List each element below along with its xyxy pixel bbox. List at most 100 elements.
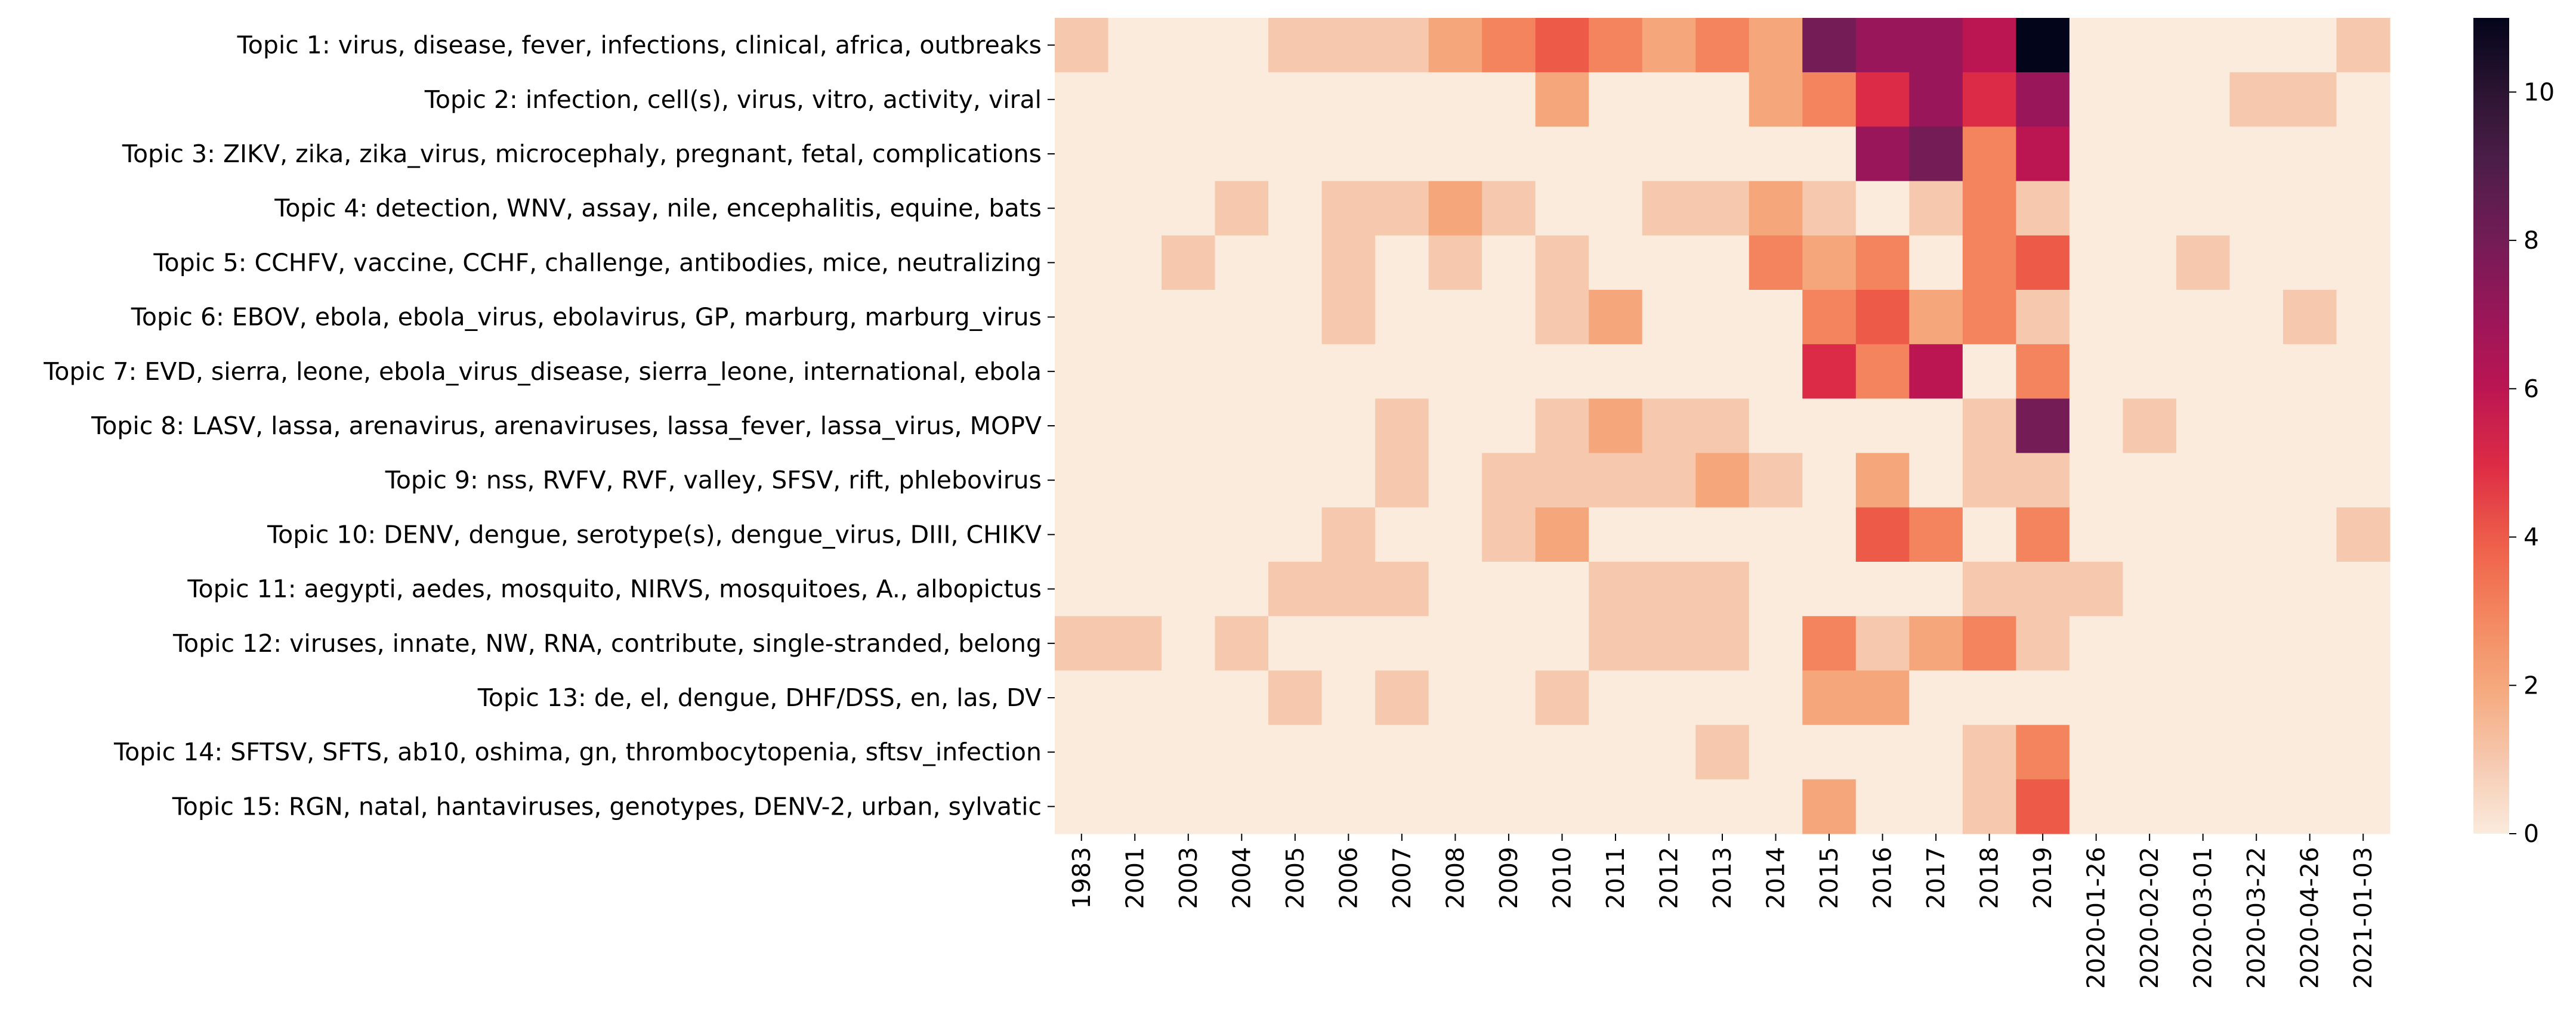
heatmap-cell [1695, 290, 1750, 345]
heatmap-cell [1909, 344, 1963, 399]
heatmap-cell [1215, 562, 1269, 617]
heatmap-cell [1215, 126, 1269, 182]
heatmap-cell [1268, 616, 1323, 671]
heatmap-cell [2069, 18, 2123, 73]
heatmap-cell [1802, 562, 1857, 617]
heatmap-cell [2336, 779, 2390, 834]
heatmap-cell [1855, 235, 1910, 290]
heatmap-cell [1268, 507, 1323, 562]
heatmap-cell [1642, 235, 1696, 290]
heatmap-cell [1215, 507, 1269, 562]
heatmap-cell [1909, 126, 1963, 182]
x-tick-label: 2011 [1601, 847, 1630, 909]
heatmap-cell [2229, 181, 2284, 236]
heatmap-cell [1375, 290, 1429, 345]
heatmap-cell [2176, 344, 2231, 399]
heatmap-cell [2282, 725, 2337, 780]
y-tick-label: Topic 8: LASV, lassa, arenavirus, arenav… [91, 411, 1042, 440]
heatmap-cell [1802, 670, 1857, 726]
heatmap-cell [1802, 779, 1857, 834]
heatmap-cell [1909, 670, 1963, 726]
x-tick-label: 2014 [1762, 847, 1790, 909]
heatmap-cell [2069, 344, 2123, 399]
heatmap-cell [1749, 725, 1803, 780]
heatmap-cell [1055, 616, 1109, 671]
heatmap-cell [2016, 181, 2070, 236]
heatmap-cell [1535, 453, 1589, 508]
heatmap-cell [1589, 181, 1643, 236]
heatmap-cell [1055, 453, 1109, 508]
heatmap-cell [1802, 507, 1857, 562]
heatmap-cell [1321, 725, 1376, 780]
heatmap-cell [1215, 670, 1269, 726]
heatmap-cell [1162, 181, 1216, 236]
heatmap-cell [1055, 507, 1109, 562]
heatmap-cell [1695, 235, 1750, 290]
x-tick-label: 2013 [1708, 847, 1737, 909]
heatmap-cell [1215, 398, 1269, 454]
heatmap-cell [2176, 670, 2231, 726]
heatmap-cell [1428, 72, 1482, 127]
x-tick-label: 2015 [1815, 847, 1843, 909]
heatmap-cell [1802, 126, 1857, 182]
heatmap-cell [1268, 562, 1323, 617]
heatmap-cell [2069, 290, 2123, 345]
heatmap-cell [1321, 181, 1376, 236]
heatmap-cell [1642, 18, 1696, 73]
heatmap-cell [2016, 398, 2070, 454]
y-tick-label: Topic 12: viruses, innate, NW, RNA, cont… [172, 629, 1042, 658]
heatmap-cell [1428, 18, 1482, 73]
heatmap-cell [1055, 562, 1109, 617]
heatmap-cell [1321, 290, 1376, 345]
heatmap-cell [2229, 616, 2284, 671]
heatmap-cell [1428, 290, 1482, 345]
heatmap-cell [2336, 398, 2390, 454]
heatmap-cell [1855, 670, 1910, 726]
heatmap-cell [1375, 507, 1429, 562]
heatmap-cell [1802, 181, 1857, 236]
heatmap-cell [1428, 398, 1482, 454]
heatmap-cell [1055, 398, 1109, 454]
x-tick-label: 2019 [2028, 847, 2057, 909]
heatmap-cell [1215, 181, 1269, 236]
heatmap-cell [1375, 725, 1429, 780]
heatmap-cell [1855, 181, 1910, 236]
heatmap-cell [1535, 398, 1589, 454]
heatmap-cell [1482, 72, 1536, 127]
heatmap-cell [1802, 235, 1857, 290]
heatmap-cell [2336, 235, 2390, 290]
heatmap-cell [1321, 779, 1376, 834]
heatmap-cell [2229, 507, 2284, 562]
heatmap-cell [2336, 616, 2390, 671]
heatmap-cell [2069, 72, 2123, 127]
heatmap-cell [1695, 453, 1750, 508]
heatmap-cell [1962, 344, 2016, 399]
heatmap-cell [1802, 72, 1857, 127]
heatmap-cell [1428, 779, 1482, 834]
heatmap-cell [1268, 181, 1323, 236]
heatmap-cell [1482, 725, 1536, 780]
heatmap-cell [2336, 290, 2390, 345]
heatmap-cell [2176, 398, 2231, 454]
heatmap-cell [1482, 616, 1536, 671]
heatmap-cell [1642, 126, 1696, 182]
heatmap-cell [1215, 453, 1269, 508]
heatmap-cell [2176, 507, 2231, 562]
x-tick-label: 1983 [1067, 847, 1096, 909]
heatmap-cell [1321, 670, 1376, 726]
heatmap-cell [1962, 779, 2016, 834]
heatmap-cell [1108, 725, 1162, 780]
heatmap-cell [1802, 398, 1857, 454]
heatmap-cell [1375, 616, 1429, 671]
heatmap-cell [1802, 453, 1857, 508]
colorbar-tick-label: 8 [2524, 226, 2539, 255]
heatmap-cell [1162, 507, 1216, 562]
heatmap-cell [1695, 181, 1750, 236]
heatmap-cell [1589, 290, 1643, 345]
heatmap-cell [1055, 235, 1109, 290]
heatmap-cell [1482, 181, 1536, 236]
heatmap-cell [1962, 290, 2016, 345]
heatmap-cell [1268, 344, 1323, 399]
heatmap-cell [1909, 18, 1963, 73]
heatmap-cell [1695, 398, 1750, 454]
